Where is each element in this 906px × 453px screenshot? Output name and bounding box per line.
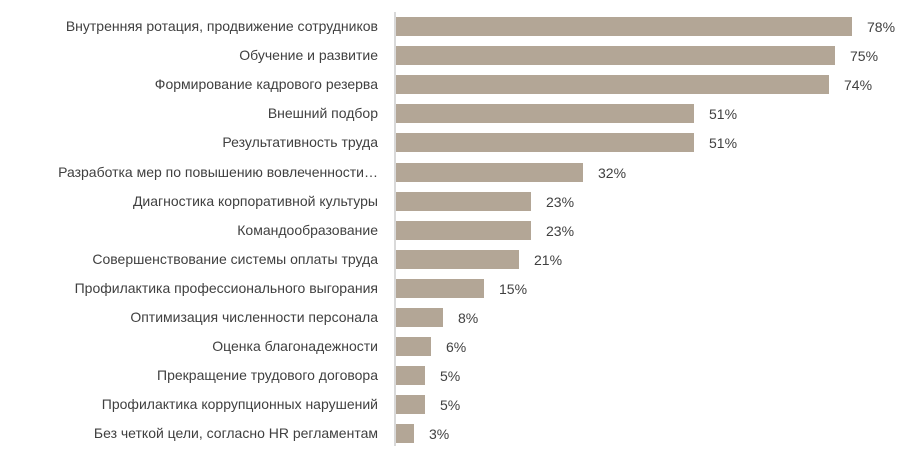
category-label: Внешний подбор [267, 105, 378, 122]
value-label: 75% [850, 48, 879, 65]
bar [396, 17, 852, 36]
category-label: Профилактика коррупционных нарушений [101, 396, 378, 413]
value-label: 21% [534, 251, 563, 268]
bar [396, 278, 484, 298]
bar-row: Диагностика корпоративной культуры 23% [0, 191, 906, 221]
category-label: Без четкой цели, согласно HR регламентам [93, 425, 378, 442]
bar-row: Профилактика коррупционных нарушений 5% [0, 395, 906, 424]
category-label: Обучение и развитие [239, 47, 378, 64]
value-label: 8% [458, 310, 479, 326]
value-label: 78% [867, 19, 896, 35]
bar [396, 133, 694, 153]
category-label: Внутренняя ротация, продвижение сотрудни… [65, 18, 378, 34]
value-label: 23% [546, 193, 575, 210]
value-label: 74% [844, 77, 873, 94]
bar-row: Формирование кадрового резерва 74% [0, 75, 906, 104]
bar [396, 395, 425, 415]
bar [396, 424, 414, 444]
category-label: Разработка мер по повышению вовлеченност… [58, 163, 378, 180]
bar [396, 308, 443, 327]
value-label: 6% [446, 339, 467, 356]
bar-row: Внешний подбор 51% [0, 104, 906, 133]
category-label: Формирование кадрового резерва [154, 76, 378, 93]
category-label: Командообразование [237, 221, 378, 238]
bar [396, 366, 425, 386]
value-label: 23% [546, 222, 575, 239]
bar [396, 46, 835, 66]
value-label: 15% [499, 280, 528, 297]
category-label: Оценка благонадежности [212, 338, 378, 355]
value-label: 51% [709, 106, 738, 123]
bar-row: Оптимизация численности персонала 8% [0, 308, 906, 337]
bar-row: Обучение и развитие 75% [0, 46, 906, 75]
bar [396, 337, 431, 357]
value-label: 5% [440, 368, 461, 385]
category-label: Диагностика корпоративной культуры [132, 192, 378, 209]
category-label: Оптимизация численности персонала [130, 309, 378, 325]
bar [396, 249, 519, 269]
value-label: 51% [709, 135, 738, 152]
bar-row: Разработка мер по повышению вовлеченност… [0, 162, 906, 192]
bar-row: Оценка благонадежности 6% [0, 337, 906, 366]
bar [396, 75, 829, 95]
category-axis-line [394, 12, 396, 446]
bar-row: Результативность труда 51% [0, 133, 906, 162]
bar-row: Прекращение трудового договора 5% [0, 366, 906, 395]
value-label: 32% [598, 164, 627, 181]
value-label: 5% [440, 397, 461, 414]
bar-row: Совершенствование системы оплаты труда 21… [0, 249, 906, 279]
bar-row: Внутренняя ротация, продвижение сотрудни… [0, 17, 906, 46]
value-label: 3% [429, 426, 450, 443]
bar [396, 191, 531, 211]
bar-row: Профилактика профессионального выгорания… [0, 278, 906, 308]
category-label: Совершенствование системы оплаты труда [92, 250, 378, 267]
category-label: Профилактика профессионального выгорания [74, 279, 378, 296]
bar-row: Командообразование 23% [0, 220, 906, 250]
bar-row: Без четкой цели, согласно HR регламентам… [0, 424, 906, 453]
bar [396, 220, 531, 240]
bar [396, 104, 694, 124]
bar [396, 162, 583, 182]
category-label: Прекращение трудового договора [157, 367, 378, 384]
category-label: Результативность труда [222, 134, 378, 151]
